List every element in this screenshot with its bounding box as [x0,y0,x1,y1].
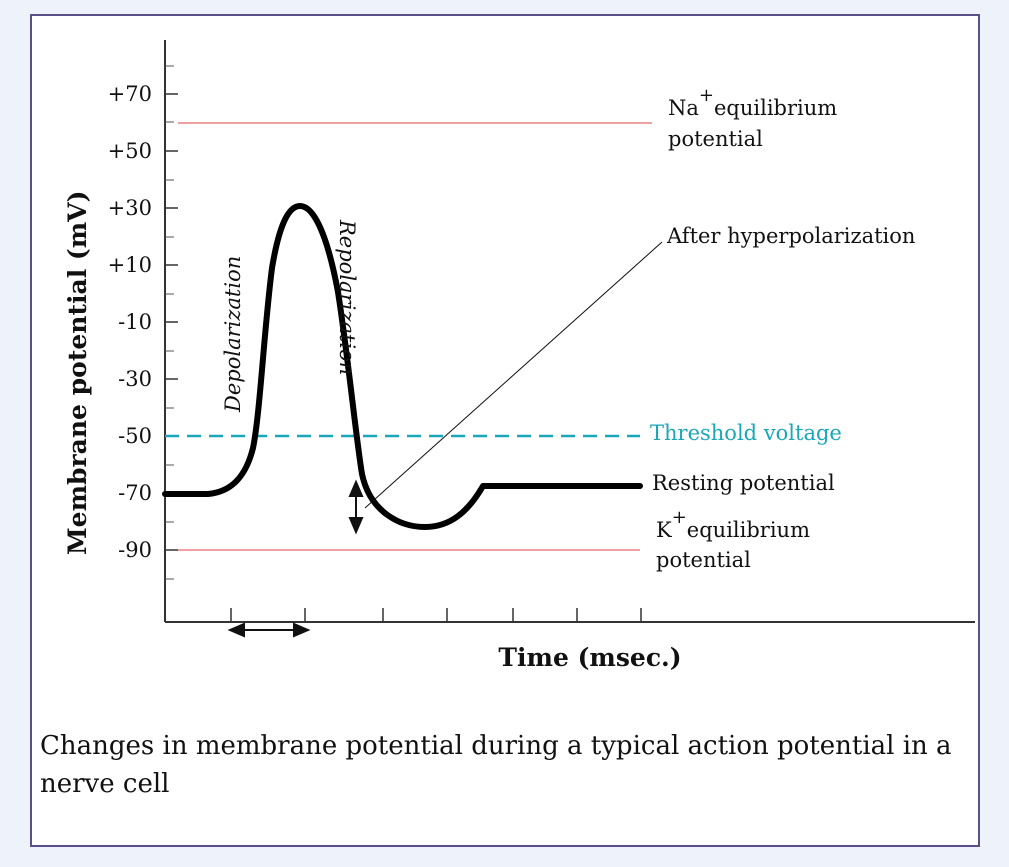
y-tick-label: -10 [118,310,152,334]
k-potential-label: potential [656,548,751,572]
action-potential-trace [162,203,643,530]
y-tick-label: +10 [108,253,152,277]
x-axis-title: Time (msec.) [498,643,681,672]
na-equilibrium-word: equilibrium [714,96,837,120]
na-potential-label: potential [668,127,763,151]
hyperpolarization-arrow [348,479,364,535]
repolarization-label: Repolarization [335,219,359,375]
depolarization-label: Depolarization [221,256,245,413]
figure-caption: Changes in membrane potential during a t… [40,731,952,799]
y-tick-label: +30 [108,196,152,220]
k-superscript: + [672,507,687,528]
y-tick-label: -30 [118,367,152,391]
na-symbol: Na [668,96,699,120]
y-tick-label: +70 [108,82,152,106]
y-tick-label: -70 [118,481,152,505]
k-equilibrium-word: equilibrium [687,518,810,542]
threshold-label: Threshold voltage [650,421,842,445]
y-axis-title: Membrane potential (mV) [63,191,92,555]
figure-frame [30,14,980,847]
y-tick-label: -50 [118,424,152,448]
y-major-ticks [165,93,178,551]
k-equilibrium-label: K+equilibrium [656,507,810,542]
resting-potential-label: Resting potential [652,471,835,495]
after-hyperpolarization-pointer [364,241,663,509]
y-tick-label: -90 [118,538,152,562]
y-minor-ticks [165,65,174,580]
na-equilibrium-label: Na+equilibrium [668,85,837,120]
na-superscript: + [699,85,714,106]
y-tick-label: +50 [108,139,152,163]
k-symbol: K [656,518,672,542]
x-ticks [230,608,642,622]
after-hyperpolarization-label: After hyperpolarization [666,224,915,248]
time-interval-arrow [227,622,311,638]
